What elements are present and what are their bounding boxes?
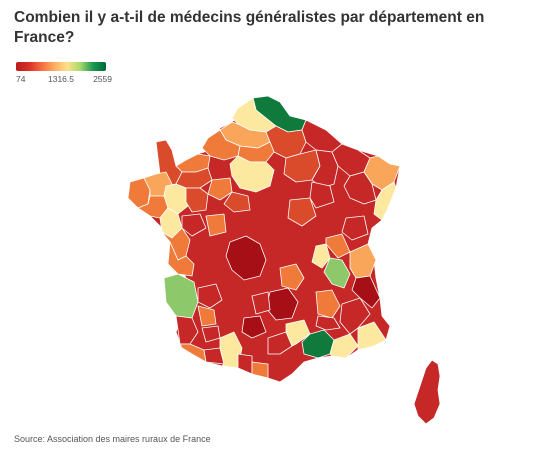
department-patches — [127, 95, 401, 379]
department-vosges — [343, 171, 377, 205]
department-gers — [201, 325, 221, 343]
department-doubs — [341, 215, 369, 241]
legend-max-label: 2559 — [93, 74, 112, 84]
legend-min-label: 74 — [16, 74, 26, 84]
department-pyrenees-orientales — [251, 361, 269, 379]
france-choropleth-map — [127, 95, 441, 425]
color-legend: 74 1316.5 2559 — [16, 62, 112, 86]
department-aveyron — [251, 291, 271, 315]
department-vaucluse — [315, 315, 341, 331]
department-center — [225, 235, 267, 281]
department-alpes-maritimes — [357, 321, 387, 351]
department-herault — [267, 331, 293, 355]
department-cote-dor — [287, 197, 317, 227]
department-orne — [175, 167, 213, 189]
department-bouches-du-rhone — [301, 329, 335, 359]
department-drome — [315, 289, 341, 319]
legend-mid-label: 1316.5 — [48, 74, 74, 84]
department-corse — [413, 359, 441, 425]
department-hautes-alpes — [351, 275, 381, 309]
department-lot-et-garonne — [197, 305, 217, 327]
source-note: Source: Association des maires ruraux de… — [14, 434, 211, 444]
department-ain — [325, 233, 351, 259]
department-haute-garonne — [219, 331, 243, 369]
department-haut-rhin — [373, 181, 397, 221]
department-morbihan — [137, 195, 169, 219]
department-isere — [323, 257, 351, 289]
department-haute-loire — [279, 263, 305, 291]
department-charente-maritime — [167, 241, 195, 277]
department-eure-et-loir — [207, 177, 233, 201]
source-text: Source: Association des maires ruraux de… — [14, 434, 211, 444]
department-paris-region — [229, 155, 275, 193]
legend-ticks: 74 1316.5 2559 — [16, 74, 112, 86]
department-indre-et-loire — [205, 213, 227, 237]
department-haute-marne — [309, 181, 335, 209]
department-sarthe — [185, 187, 209, 213]
department-dordogne — [197, 283, 223, 309]
department-rhone — [311, 243, 331, 269]
department-tarn — [241, 315, 267, 339]
department-gard — [285, 319, 311, 347]
department-loiret — [223, 191, 251, 213]
chart-title: Combien il y a-t-il de médecins générali… — [14, 9, 485, 46]
department-ariege — [237, 353, 253, 375]
department-maine-et-loire — [181, 213, 207, 237]
department-gironde — [163, 273, 199, 319]
legend-color-scale — [16, 62, 106, 71]
